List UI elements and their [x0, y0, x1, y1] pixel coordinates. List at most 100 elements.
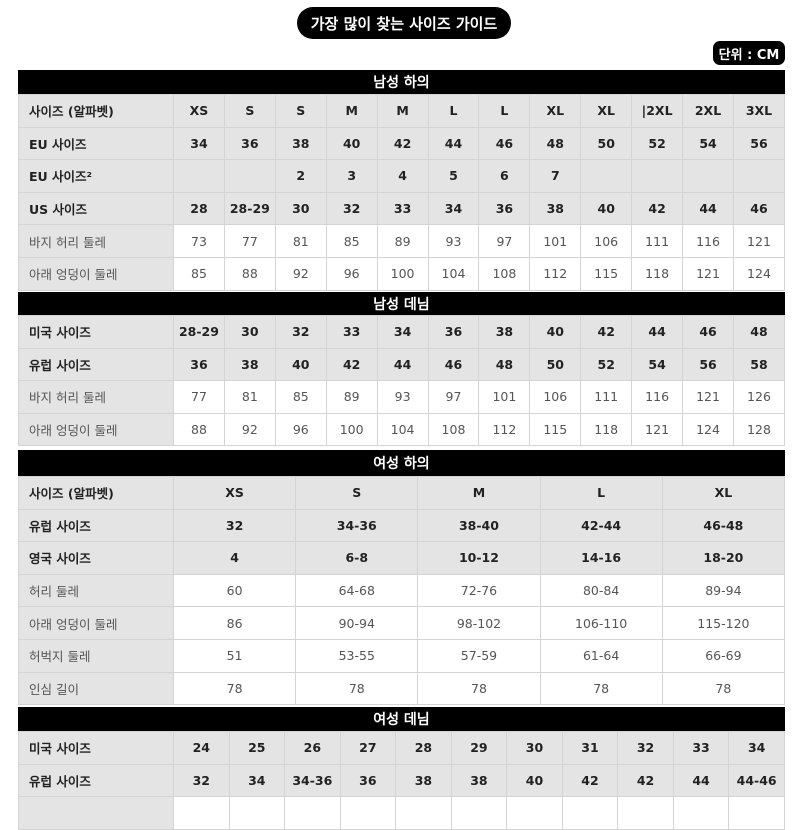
table-cell: 108 [427, 412, 480, 447]
table-cell: 32 [325, 191, 378, 226]
table-cell: L [539, 476, 663, 510]
table-cell: 92 [223, 412, 276, 447]
row-label: 유럽 사이즈 [18, 763, 174, 798]
row-label: 미국 사이즈 [18, 315, 174, 349]
row-label: US 사이즈 [18, 191, 174, 226]
table-cell: 30 [506, 731, 563, 765]
table-row: 바지 허리 둘레 73 77 81 85 89 93 97 101 106 111 116 121 [18, 224, 786, 258]
table-cell: 28-29 [173, 315, 225, 349]
table-cell [580, 159, 633, 193]
table-cell: 100 [376, 256, 429, 291]
table-cell [617, 796, 674, 830]
table-cell: 98-102 [417, 606, 541, 640]
table-cell: 115 [529, 412, 582, 447]
table-cell: 29 [450, 731, 508, 765]
table-cell: 85 [173, 256, 225, 291]
table-cell: 78 [172, 671, 297, 706]
table-cell: 38 [274, 126, 327, 161]
table-cell [173, 796, 230, 830]
table-cell: 2XL [682, 94, 734, 128]
row-label: 허리 둘레 [18, 573, 174, 608]
table-cell [339, 796, 397, 830]
table-cell: 51 [172, 638, 297, 673]
size-table: 사이즈 (알파벳) XS S M L XL 유럽 사이즈 32 34-36 38-40 42-44 4… [18, 476, 786, 706]
table-cell: 46 [682, 315, 734, 349]
table-cell: 42 [561, 763, 619, 798]
table-cell: 30 [223, 315, 276, 349]
table-row: 아래 엉덩이 둘레 85 88 92 96 100 104 108 112 115 118 121 12… [18, 256, 786, 291]
table-cell: 126 [732, 380, 786, 414]
table-cell: 101 [529, 224, 582, 258]
table-cell: 40 [274, 347, 327, 382]
table-cell: 115 [580, 256, 633, 291]
table-cell: 42-44 [539, 508, 663, 543]
table-cell: 116 [682, 224, 734, 258]
table-cell: 28 [173, 191, 225, 226]
table-cell: 85 [325, 224, 378, 258]
table-cell: 104 [376, 412, 429, 447]
table-cell: 5 [427, 159, 480, 193]
table-row: 유럽 사이즈 36 38 40 42 44 46 48 50 52 54 56 58 [18, 347, 786, 382]
table-cell: S [274, 94, 327, 128]
row-label: 바지 허리 둘레 [18, 224, 174, 258]
table-cell [284, 796, 341, 830]
table-cell: L [478, 94, 531, 128]
table-cell: 46-48 [661, 508, 786, 543]
table-cell [672, 796, 730, 830]
table-cell: 44-46 [728, 763, 785, 798]
table-cell: XL [580, 94, 633, 128]
table-cell: XS [173, 94, 225, 128]
table-cell [395, 796, 452, 830]
table-cell: 88 [223, 256, 276, 291]
table-cell: 50 [529, 347, 582, 382]
row-label: 영국 사이즈 [18, 541, 174, 575]
table-cell: 86 [172, 606, 297, 640]
table-cell: 34 [728, 731, 785, 765]
table-cell: 6 [478, 159, 531, 193]
table-cell: 4 [376, 159, 429, 193]
table-cell: 40 [506, 763, 563, 798]
men-denim-section: 남성 데님 미국 사이즈 28-29 30 32 33 34 36 38 40 42 44 46 48 유럽… [18, 292, 786, 447]
table-cell: XL [661, 476, 786, 510]
table-cell: 100 [325, 412, 378, 447]
table-cell: 78 [295, 671, 419, 706]
table-cell: 124 [732, 256, 786, 291]
row-label: 사이즈 (알파벳) [18, 476, 174, 510]
women-bottoms-section: 여성 하의 사이즈 (알파벳) XS S M L XL 유럽 사이즈 32 34-36 38-40 4… [18, 450, 786, 706]
table-cell: 46 [427, 347, 480, 382]
table-cell [732, 159, 786, 193]
table-cell: 52 [580, 347, 633, 382]
table-cell: 42 [580, 315, 633, 349]
table-cell: 6-8 [295, 541, 419, 575]
table-cell: 28 [395, 731, 452, 765]
table-cell: 50 [580, 126, 633, 161]
table-cell [173, 159, 225, 193]
table-cell: 46 [732, 191, 786, 226]
table-row: 아래 엉덩이 둘레 86 90-94 98-102 106-110 115-120 [18, 606, 786, 640]
table-cell: 90-94 [295, 606, 419, 640]
table-cell: 3 [325, 159, 378, 193]
row-label: EU 사이즈² [18, 159, 174, 193]
table-cell: 128 [732, 412, 786, 447]
table-cell: 89 [325, 380, 378, 414]
row-label: 유럽 사이즈 [18, 508, 174, 543]
table-row: EU 사이즈² 2 3 4 5 6 7 [18, 159, 786, 193]
table-cell: 10-12 [417, 541, 541, 575]
table-cell: 24 [173, 731, 230, 765]
section-title: 남성 데님 [18, 292, 785, 315]
table-row: EU 사이즈 34 36 38 40 42 44 46 48 50 52 54 56 [18, 126, 786, 161]
table-cell: 25 [228, 731, 286, 765]
table-cell: 88 [173, 412, 225, 447]
table-row: 허리 둘레 60 64-68 72-76 80-84 89-94 [18, 573, 786, 608]
table-cell: 38-40 [417, 508, 541, 543]
table-cell: 42 [325, 347, 378, 382]
table-cell: 58 [732, 347, 786, 382]
table-cell: 40 [580, 191, 633, 226]
table-cell: 60 [172, 573, 297, 608]
table-cell: 7 [529, 159, 582, 193]
section-title: 여성 하의 [18, 450, 785, 476]
table-cell: 34 [173, 126, 225, 161]
table-row: 인심 길이 78 78 78 78 78 [18, 671, 786, 706]
table-row: US 사이즈 28 28-29 30 32 33 34 36 38 40 42 44 46 [18, 191, 786, 226]
table-cell: 77 [223, 224, 276, 258]
